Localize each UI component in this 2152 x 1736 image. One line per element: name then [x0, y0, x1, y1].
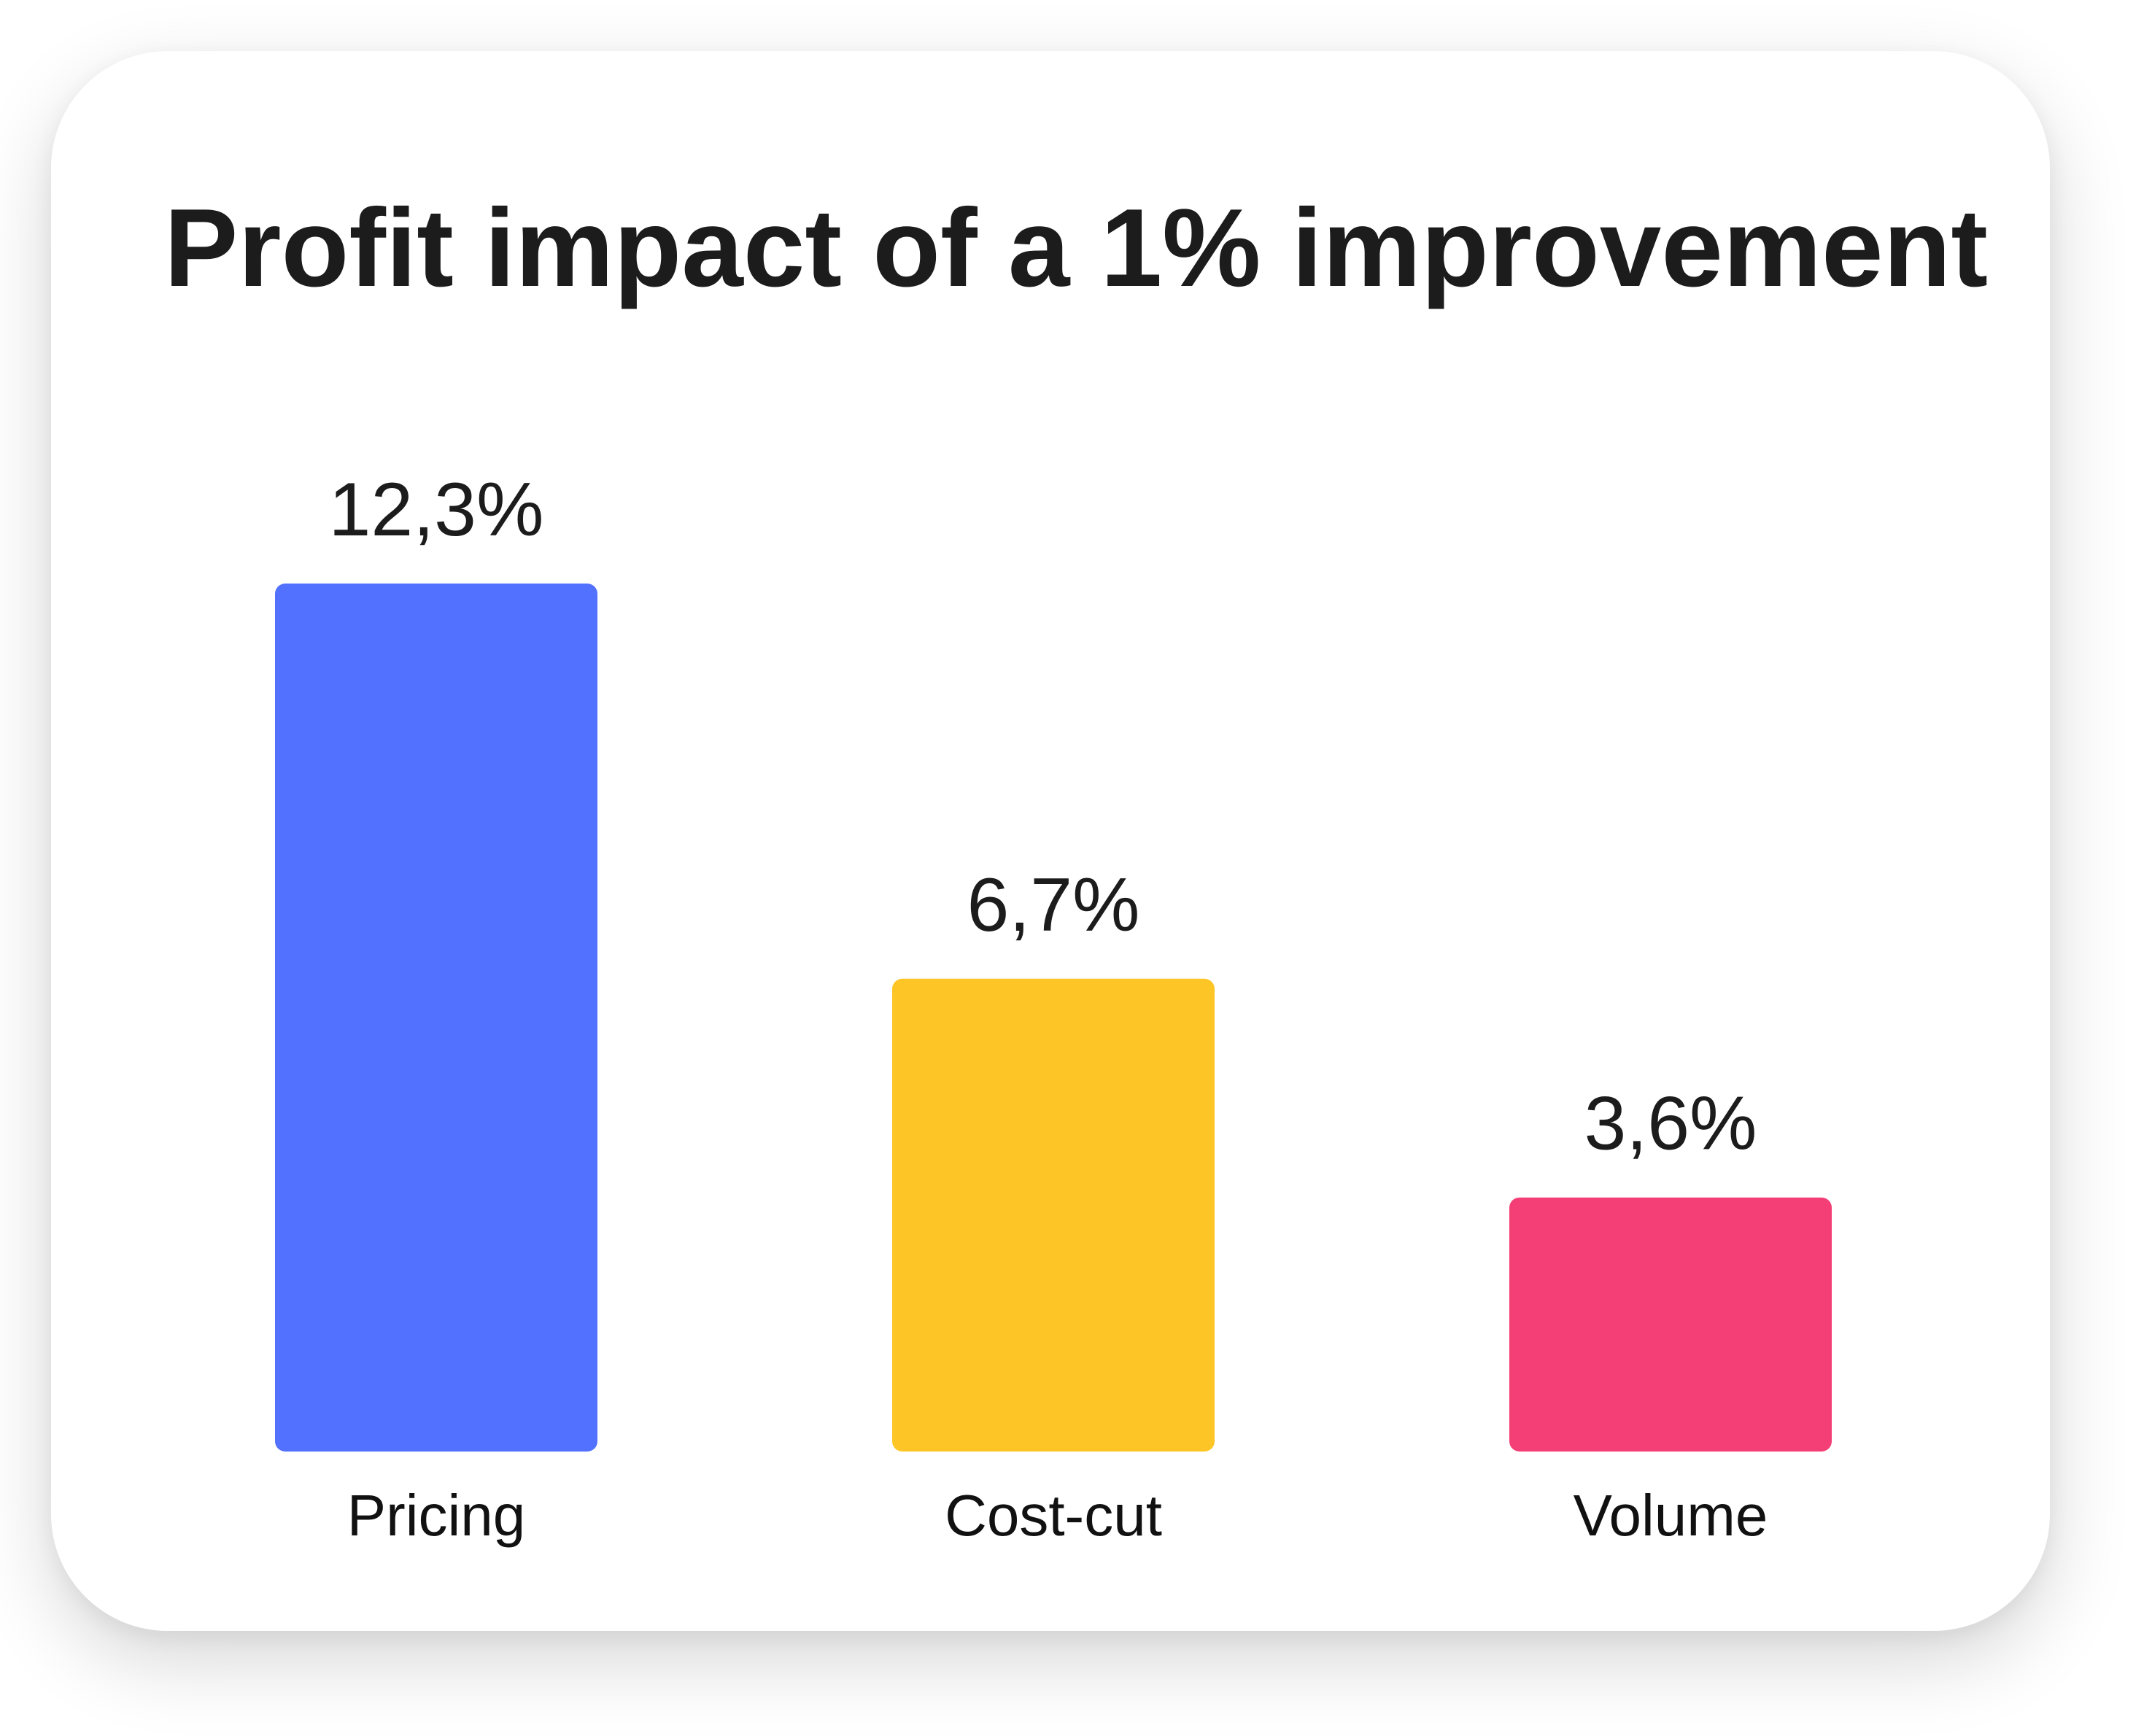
category-label-cost-cut: Cost-cut: [945, 1483, 1162, 1548]
chart-title: Profit impact of a 1% improvement: [163, 186, 1989, 310]
bar-cost-cut: [892, 978, 1215, 1452]
bar-pricing: [275, 584, 597, 1452]
bar-volume: [1509, 1197, 1832, 1452]
value-label-cost-cut: 6,7%: [967, 863, 1139, 948]
category-label-volume: Volume: [1574, 1483, 1768, 1548]
value-label-pricing: 12,3%: [329, 468, 544, 552]
value-label-volume: 3,6%: [1584, 1082, 1757, 1166]
category-label-pricing: Pricing: [347, 1483, 526, 1548]
